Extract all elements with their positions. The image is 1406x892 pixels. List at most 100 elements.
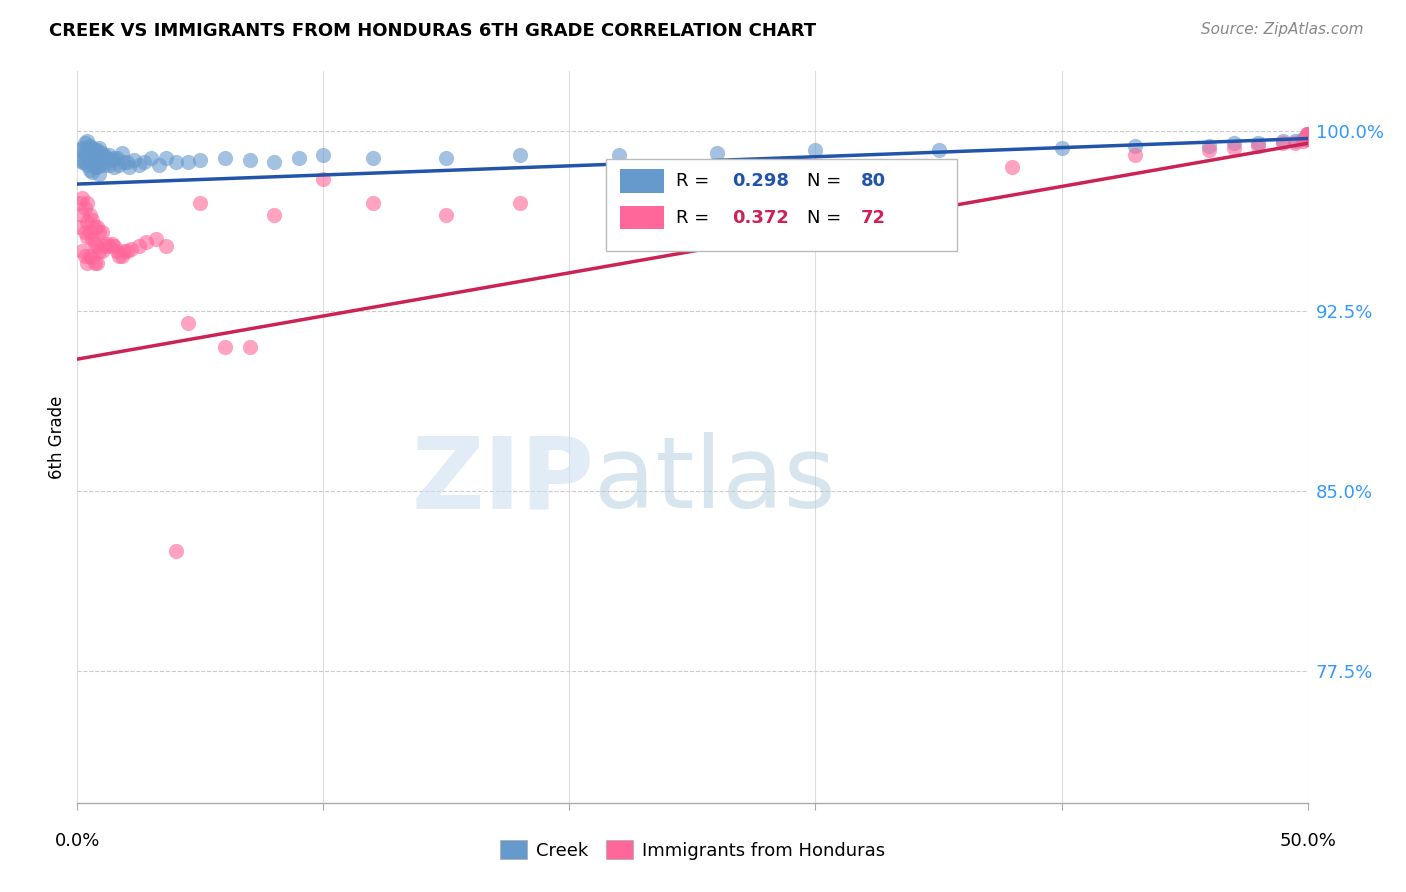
Point (312, 148, 335, 162)
Point (509, 196, 531, 211)
Point (1295, 131, 1317, 145)
Point (82, 148, 104, 162)
Point (69, 220, 91, 235)
Point (90, 145, 114, 160)
Point (1296, 127, 1319, 141)
Point (98, 239, 121, 253)
Point (103, 151, 125, 165)
Point (1292, 134, 1315, 148)
Point (108, 249, 131, 263)
Point (148, 158, 170, 172)
Point (76, 158, 98, 172)
Point (86, 256, 108, 270)
Point (86, 239, 108, 253)
Point (83, 144, 105, 158)
Point (1247, 138, 1270, 153)
Point (105, 244, 128, 259)
Point (79, 145, 101, 160)
Point (93, 148, 115, 162)
Point (1295, 131, 1317, 145)
Point (115, 244, 138, 259)
Point (83, 220, 105, 235)
Point (73, 201, 96, 215)
Point (188, 153, 212, 167)
Point (706, 145, 728, 160)
Point (1284, 134, 1306, 148)
Point (112, 155, 135, 169)
Point (89, 148, 111, 162)
Point (607, 148, 630, 162)
Point (1294, 131, 1316, 145)
Point (1296, 127, 1319, 141)
Point (82, 213, 104, 227)
Point (79, 225, 101, 239)
Point (90, 244, 114, 259)
Point (101, 153, 124, 167)
Point (83, 256, 105, 270)
Point (1296, 129, 1319, 144)
Point (86, 144, 108, 158)
Point (1223, 141, 1246, 155)
Point (165, 544, 187, 558)
Point (928, 144, 950, 158)
Point (1125, 138, 1147, 153)
Point (76, 196, 98, 211)
Point (73, 249, 96, 263)
Text: R =: R = (676, 172, 716, 190)
Point (135, 235, 157, 249)
Point (1292, 131, 1315, 145)
Text: R =: R = (676, 209, 716, 227)
Point (103, 239, 125, 253)
Point (1294, 131, 1316, 145)
Text: 80: 80 (860, 172, 886, 190)
Point (1050, 141, 1073, 155)
Text: 50.0%: 50.0% (1279, 832, 1336, 850)
Point (111, 145, 132, 160)
Point (89, 168, 111, 182)
Point (165, 155, 187, 169)
Point (1272, 134, 1295, 148)
Point (69, 144, 91, 158)
Point (69, 196, 91, 211)
Point (83, 151, 105, 165)
Point (111, 249, 132, 263)
Text: 72: 72 (860, 209, 886, 227)
Point (1223, 136, 1246, 151)
Point (177, 316, 200, 330)
Point (239, 153, 262, 167)
Point (86, 151, 108, 165)
Point (76, 256, 98, 270)
Point (98, 158, 121, 172)
Point (128, 239, 150, 253)
Text: atlas: atlas (595, 433, 835, 530)
Point (89, 141, 111, 155)
Point (83, 161, 105, 175)
Point (89, 244, 111, 259)
FancyBboxPatch shape (620, 169, 664, 193)
Point (145, 232, 167, 246)
Point (1284, 136, 1306, 151)
Point (70, 155, 93, 169)
Text: ZIP: ZIP (411, 433, 595, 530)
Point (1296, 127, 1319, 141)
Point (82, 165, 104, 179)
Text: 0.372: 0.372 (733, 209, 789, 227)
Point (82, 141, 104, 155)
Point (731, 184, 754, 198)
Point (76, 215, 98, 229)
Point (1001, 161, 1024, 175)
Point (79, 153, 101, 167)
Point (128, 158, 150, 172)
Point (70, 191, 93, 205)
Point (509, 148, 531, 162)
Point (155, 151, 177, 165)
Point (1247, 136, 1270, 151)
Text: CREEK VS IMMIGRANTS FROM HONDURAS 6TH GRADE CORRELATION CHART: CREEK VS IMMIGRANTS FROM HONDURAS 6TH GR… (49, 22, 817, 40)
Point (214, 151, 236, 165)
Point (141, 151, 163, 165)
Point (1295, 131, 1317, 145)
Point (1272, 136, 1295, 151)
Point (76, 141, 98, 155)
Point (436, 151, 458, 165)
Point (1198, 144, 1220, 158)
